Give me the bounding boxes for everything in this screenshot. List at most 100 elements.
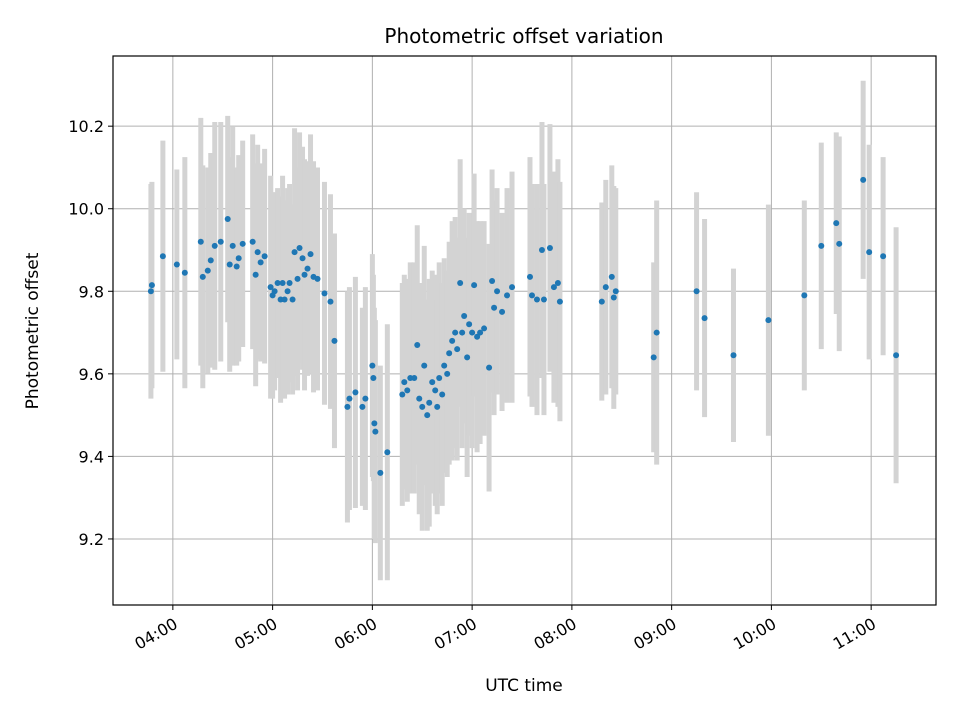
data-points	[147, 176, 900, 476]
data-point	[289, 296, 296, 303]
data-point	[439, 391, 446, 398]
data-point	[546, 244, 553, 251]
data-point	[477, 329, 484, 336]
plot-frame	[112, 55, 937, 606]
data-point	[464, 354, 471, 361]
data-point	[416, 395, 423, 402]
data-point	[880, 253, 887, 260]
data-point	[429, 379, 436, 386]
x-axis-label: UTC time	[485, 676, 563, 696]
data-point	[304, 265, 311, 272]
data-point	[426, 399, 433, 406]
data-point	[267, 284, 274, 291]
data-point	[314, 275, 321, 282]
data-point	[299, 255, 306, 262]
data-point	[526, 273, 533, 280]
data-point	[252, 271, 259, 278]
data-point	[274, 280, 281, 287]
data-point	[362, 395, 369, 402]
data-point	[294, 275, 301, 282]
data-point	[461, 313, 468, 320]
data-point	[217, 238, 224, 245]
y-axis-ticks: 9.2 9.4 9.6 9.8 10.0 10.2	[68, 117, 113, 549]
data-point	[414, 341, 421, 348]
y-axis-label: Photometric offset	[23, 252, 43, 409]
data-point	[801, 292, 808, 299]
data-point	[474, 333, 481, 340]
data-point	[344, 403, 351, 410]
data-point	[327, 298, 334, 305]
data-point	[301, 271, 308, 278]
data-point	[730, 352, 737, 359]
data-point	[454, 346, 461, 353]
data-point	[371, 420, 378, 427]
y-tick-label: 10.2	[68, 117, 104, 136]
data-point	[291, 249, 298, 256]
data-point	[370, 374, 377, 381]
data-point	[504, 292, 511, 299]
data-point	[352, 389, 359, 396]
data-point	[528, 292, 535, 299]
data-point	[893, 352, 900, 359]
data-point	[459, 329, 466, 336]
data-point	[457, 280, 464, 287]
y-tick-label: 10.0	[68, 200, 104, 219]
data-point	[399, 391, 406, 398]
data-point	[436, 374, 443, 381]
data-point	[556, 298, 563, 305]
chart-title: Photometric offset variation	[384, 24, 663, 48]
data-point	[612, 288, 619, 295]
y-tick-label: 9.6	[79, 365, 104, 384]
data-point	[489, 277, 496, 284]
data-point	[602, 284, 609, 291]
data-point	[836, 240, 843, 247]
data-point	[372, 428, 379, 435]
data-point	[307, 251, 314, 258]
data-point	[866, 249, 873, 256]
data-point	[199, 273, 206, 280]
y-tick-label: 9.2	[79, 530, 104, 549]
data-point	[254, 249, 261, 256]
data-point	[554, 280, 561, 287]
data-point	[173, 261, 180, 268]
data-point	[818, 242, 825, 249]
data-point	[598, 298, 605, 305]
data-point	[257, 259, 264, 266]
data-point	[432, 387, 439, 394]
data-point	[550, 284, 557, 291]
data-point	[207, 257, 214, 264]
data-point	[610, 294, 617, 301]
data-point	[271, 288, 278, 295]
data-point	[444, 370, 451, 377]
data-point	[449, 337, 456, 344]
data-point	[533, 296, 540, 303]
y-tick-label: 9.8	[79, 282, 104, 301]
data-point	[434, 403, 441, 410]
data-point	[261, 253, 268, 260]
data-point	[471, 282, 478, 289]
data-point	[494, 288, 501, 295]
data-point	[284, 288, 291, 295]
data-point	[233, 263, 240, 270]
data-point	[197, 238, 204, 245]
data-point	[466, 321, 473, 328]
data-point	[424, 412, 431, 419]
data-point	[239, 240, 246, 247]
data-point	[538, 247, 545, 254]
data-point	[249, 238, 256, 245]
data-point	[693, 288, 700, 295]
data-point	[346, 395, 353, 402]
data-point	[377, 469, 384, 476]
data-point	[229, 242, 236, 249]
data-point	[226, 261, 233, 268]
data-point	[419, 403, 426, 410]
data-point	[540, 296, 547, 303]
data-point	[286, 280, 293, 287]
data-point	[860, 176, 867, 183]
data-point	[446, 350, 453, 357]
data-point	[481, 325, 488, 332]
data-point	[421, 362, 428, 369]
data-point	[701, 315, 708, 322]
data-point	[159, 253, 166, 260]
